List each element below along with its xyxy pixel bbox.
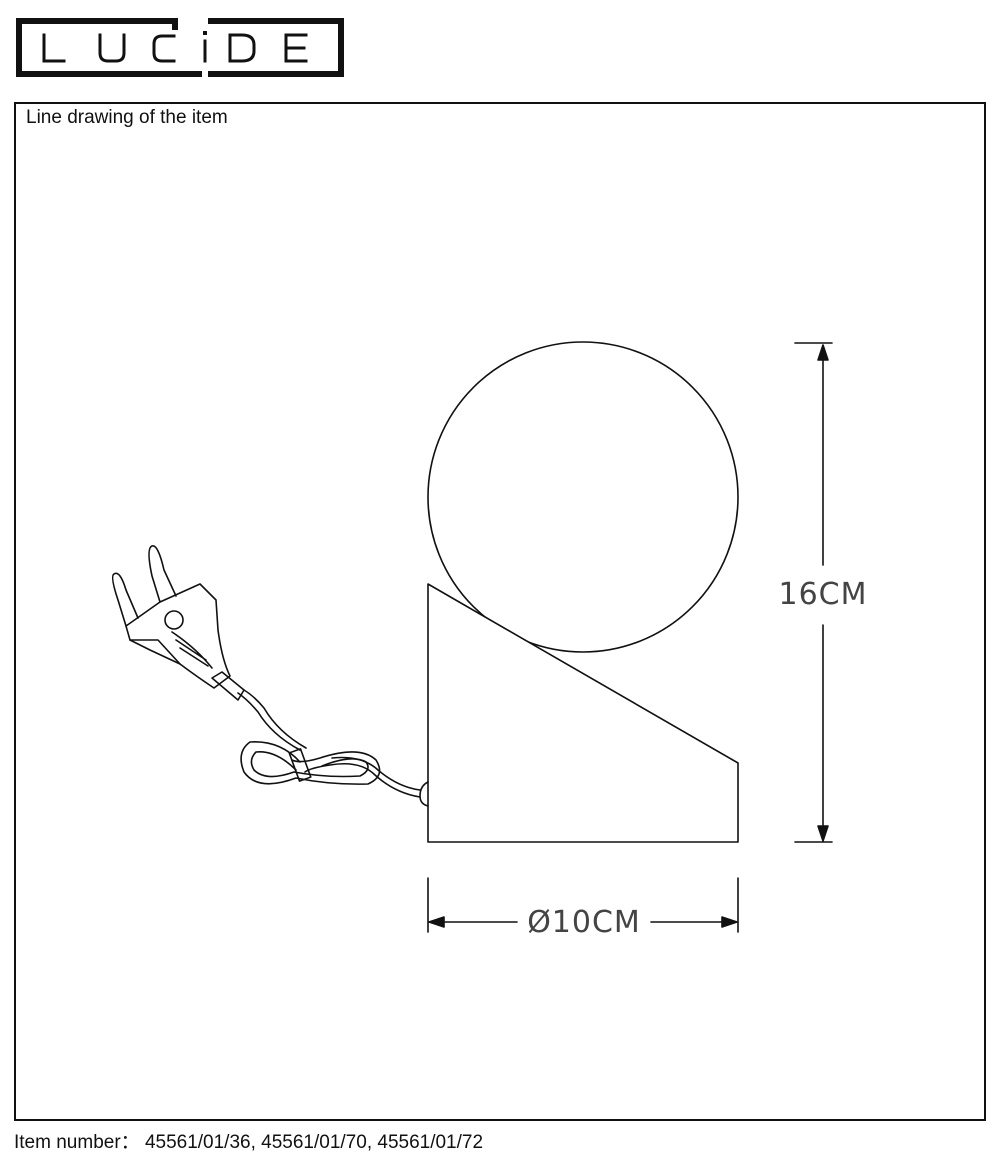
diameter-label: Ø10CM — [527, 905, 641, 940]
lamp-globe — [427, 341, 739, 653]
lamp-base — [427, 583, 739, 843]
height-dimension — [794, 342, 833, 843]
height-label: 16CM — [778, 577, 867, 612]
drawing-frame: Line drawing of the item — [14, 102, 986, 1121]
item-number-line: Item number： 45561/01/36, 45561/01/70, 4… — [14, 1127, 483, 1154]
drawing-caption: Line drawing of the item — [26, 107, 228, 128]
brand-logo: LUCiDE — [16, 18, 344, 77]
power-cable — [237, 689, 421, 798]
width-dimension — [427, 877, 739, 933]
item-number-values: 45561/01/36, 45561/01/70, 45561/01/72 — [144, 1132, 484, 1153]
cable-socket — [419, 781, 429, 807]
plug-icon — [111, 545, 245, 701]
item-number-label: Item number： — [14, 1132, 140, 1153]
